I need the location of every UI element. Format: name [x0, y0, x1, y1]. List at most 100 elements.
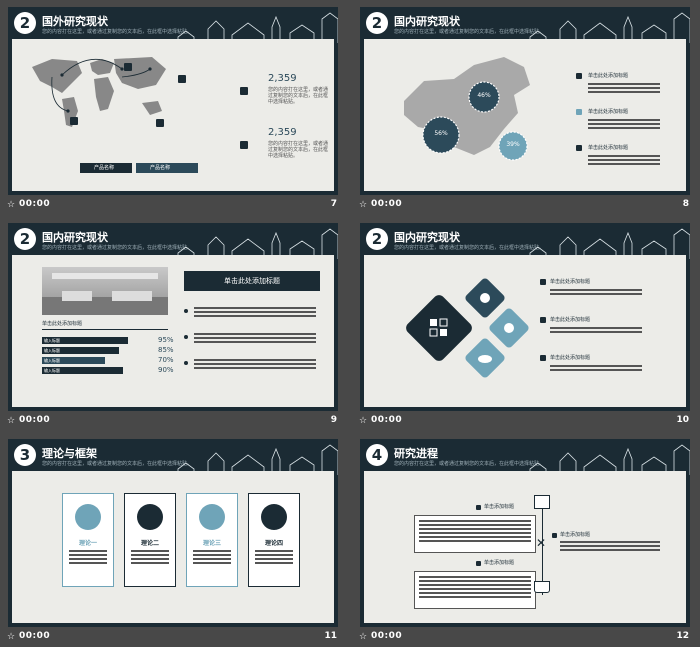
slide-number: 7 [330, 199, 337, 209]
tag-icon [240, 141, 248, 149]
cart-icon [137, 504, 163, 530]
content-heading: 单击此处添加标题 [184, 271, 320, 291]
slide-subtitle: 您的内容打在这里，或者通过复制您的文本后，在此框中选择粘贴。 [42, 29, 193, 35]
stat-desc-1: 您的内容打在这里，或者通过复制您的文本后，在此框中选择粘贴。 [268, 87, 329, 105]
card-title: 理论一 [78, 540, 97, 547]
percent-circles [422, 81, 528, 161]
theory-card-4: 理论四 [248, 493, 300, 587]
placeholder-text [131, 550, 169, 566]
progress-bar-row: 输入标题 90% [42, 366, 182, 374]
transition-icon: ☆ [7, 200, 16, 210]
image-caption: 单击此处添加标题 [42, 321, 83, 327]
placeholder-text [194, 359, 316, 371]
progress-bar-row: 输入标题 70% [42, 356, 182, 364]
placeholder-text [550, 365, 642, 373]
slide-title: 研究进程 [394, 447, 438, 460]
slide-timing: 00:00 [371, 631, 403, 641]
transition-icon: ☆ [359, 632, 368, 642]
slide-thumbnail-7[interactable]: 2 国外研究现状 您的内容打在这里，或者通过复制您的文本后，在此框中选择粘贴。 [0, 0, 345, 214]
transition-icon: ☆ [7, 632, 16, 642]
slide-number: 8 [682, 199, 689, 209]
slide-timing: 00:00 [371, 415, 403, 425]
step-label-2: 单击添加标题 [560, 532, 591, 538]
slide-subtitle: 您的内容打在这里，或者通过复制您的文本后，在此框中选择粘贴。 [42, 245, 193, 251]
stat-value-2: 2,359 [268, 127, 297, 138]
theory-card-2: 理论二 [124, 493, 176, 587]
tag-icon [178, 75, 186, 83]
slide-footer: ☆ 00:00 8 [352, 196, 697, 214]
slide-footer: ☆ 00:00 7 [0, 196, 345, 214]
slide-subtitle: 您的内容打在这里，或者通过复制您的文本后，在此框中选择粘贴。 [394, 29, 545, 35]
progress-bar-percent: 95% [158, 336, 174, 344]
legend-item-2: 产品名称 [136, 163, 198, 173]
percent-label-1: 46% [477, 92, 491, 99]
card-title: 理论三 [202, 540, 221, 547]
transition-icon: ☆ [359, 416, 368, 426]
percent-label-2: 56% [434, 130, 448, 137]
placeholder-text [588, 155, 660, 167]
placeholder-text [194, 333, 316, 345]
list-item-title-2: 单击此处添加标题 [588, 109, 629, 115]
slide-content: 理论一 理论二 理论三 理论四 [12, 471, 334, 623]
placeholder-text [255, 550, 293, 566]
slide-timing: 00:00 [19, 199, 51, 209]
text-box-2 [414, 571, 536, 609]
slide-thumbnail-8[interactable]: 2 国内研究现状 您的内容打在这里，或者通过复制您的文本后，在此框中选择粘贴。 … [352, 0, 697, 214]
slide-number: 12 [676, 631, 689, 641]
slide-title: 理论与框架 [42, 447, 97, 460]
theory-card-1: 理论一 [62, 493, 114, 587]
placeholder-text [193, 550, 231, 566]
slide-content: 46% 56% 39% 单击此处添加标题 单击此处添加标题 单击此处添加标题 [364, 39, 686, 191]
slide-title: 国内研究现状 [42, 231, 108, 244]
slide-footer: ☆ 00:00 10 [352, 412, 697, 430]
section-number: 2 [14, 12, 36, 34]
tag-icon [156, 119, 164, 127]
cloud-icon [240, 87, 248, 95]
slide-timing: 00:00 [371, 199, 403, 209]
slide-footer: ☆ 00:00 9 [0, 412, 345, 430]
bullet-icon [576, 73, 582, 79]
slide-thumbnail-12[interactable]: 4 研究进程 您的内容打在这里，或者通过复制您的文本后，在此框中选择粘贴。 单击… [352, 432, 697, 646]
card-title: 理论二 [140, 540, 159, 547]
slide-timing: 00:00 [19, 415, 51, 425]
list-item-title-1: 单击此处添加标题 [588, 73, 629, 79]
slide-thumbnail-11[interactable]: 3 理论与框架 您的内容打在这里，或者通过复制您的文本后，在此框中选择粘贴。 理… [0, 432, 345, 646]
progress-bar-row: 输入标题 95% [42, 336, 182, 344]
progress-bar-percent: 70% [158, 356, 174, 364]
cart-icon [534, 581, 550, 593]
bullet-icon [540, 317, 546, 323]
placeholder-text [588, 83, 660, 95]
bullet-dot [184, 361, 188, 365]
card-title: 理论四 [264, 540, 283, 547]
progress-bar-label: 输入标题 [44, 358, 60, 363]
slide-content: 2,359 您的内容打在这里，或者通过复制您的文本后，在此框中选择粘贴。 2,3… [12, 39, 334, 191]
bullet-icon [540, 355, 546, 361]
slide-number: 9 [330, 415, 337, 425]
percent-label-3: 39% [506, 141, 520, 148]
progress-bar-percent: 85% [158, 346, 174, 354]
world-map [32, 57, 166, 127]
slide-thumbnail-9[interactable]: 2 国内研究现状 您的内容打在这里，或者通过复制您的文本后，在此框中选择粘贴。 … [0, 216, 345, 430]
section-number: 2 [14, 228, 36, 250]
cloud-icon [70, 117, 78, 125]
tools-icon: ✕ [536, 536, 547, 550]
transition-icon: ☆ [7, 416, 16, 426]
progress-bar-label: 输入标题 [44, 348, 60, 353]
slide-content: 单击此处添加标题 输入标题 95% 输入标题 85% 输入标题 70% 输入标题 90% 单击… [12, 255, 334, 407]
transition-icon: ☆ [359, 200, 368, 210]
theory-card-3: 理论三 [186, 493, 238, 587]
list-item-title-1: 单击此处添加标题 [550, 279, 591, 285]
office-photo [42, 267, 168, 315]
progress-bar-percent: 90% [158, 366, 174, 374]
slide-thumbnail-10[interactable]: 2 国内研究现状 您的内容打在这里，或者通过复制您的文本后，在此框中选择粘贴。 … [352, 216, 697, 430]
list-item-title-3: 单击此处添加标题 [550, 355, 591, 361]
placeholder-text [69, 550, 107, 566]
stat-desc-2: 您的内容打在这里，或者通过复制您的文本后，在此框中选择粘贴。 [268, 141, 329, 159]
section-number: 2 [366, 228, 388, 250]
stat-value-1: 2,359 [268, 73, 297, 84]
placeholder-text [560, 541, 660, 553]
placeholder-text [550, 289, 642, 297]
placeholder-text [194, 307, 316, 319]
section-number: 4 [366, 444, 388, 466]
progress-bar-fill [42, 337, 128, 344]
